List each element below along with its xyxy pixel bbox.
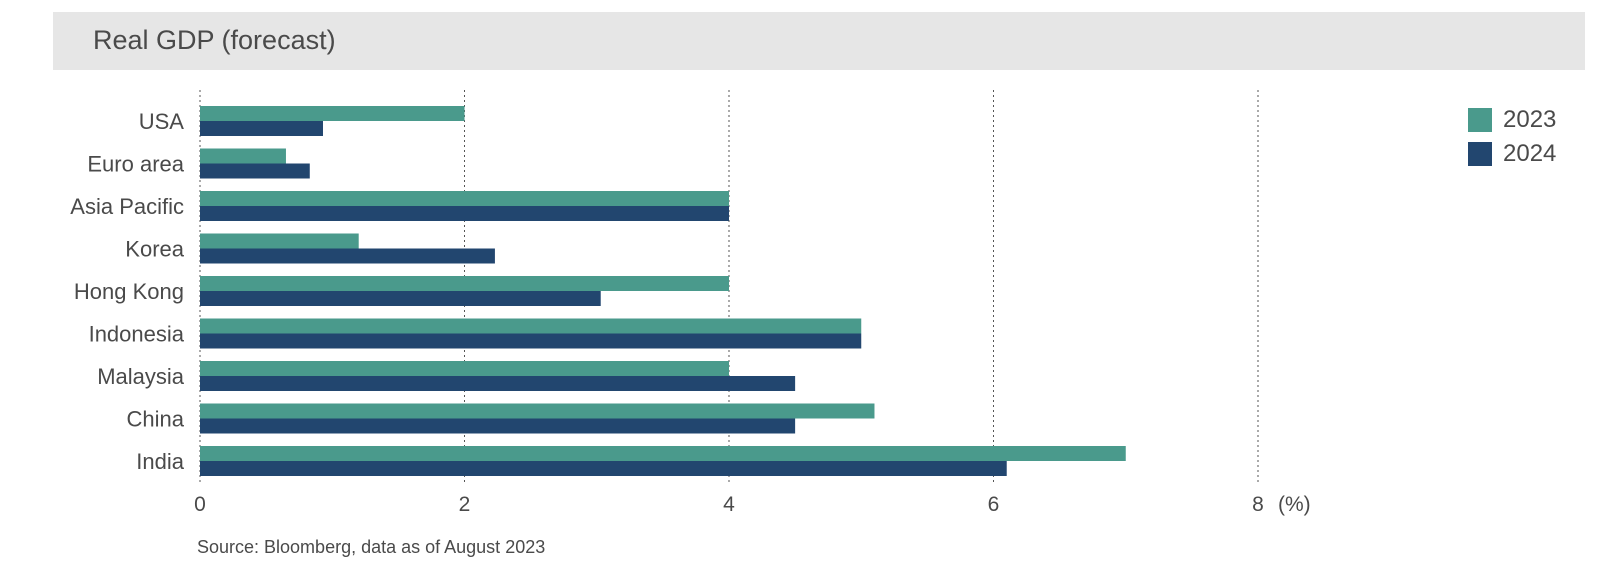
x-tick-label-0: 0 [194, 493, 206, 516]
legend-item-2023: 2023 [1468, 103, 1556, 137]
x-tick-label-8: 8 [1252, 493, 1264, 516]
legend-swatch-2024 [1468, 142, 1492, 166]
chart-title: Real GDP (forecast) [93, 25, 336, 55]
category-label-hong-kong: Hong Kong [74, 279, 184, 304]
bar-2024-hong-kong [200, 291, 601, 306]
x-unit-label: (%) [1278, 493, 1311, 516]
category-label-usa: USA [139, 109, 185, 134]
source-note: Source: Bloomberg, data as of August 202… [197, 537, 546, 557]
category-label-korea: Korea [125, 237, 184, 262]
bar-2024-china [200, 418, 796, 434]
category-label-asia-pacific: Asia Pacific [70, 194, 184, 219]
category-label-china: China [127, 407, 185, 432]
bar-2024-korea [200, 248, 495, 264]
bar-2024-euro-area [200, 163, 310, 179]
bar-2024-indonesia [200, 333, 862, 349]
legend-item-2024: 2024 [1468, 137, 1556, 171]
bar-2024-india [200, 461, 1007, 476]
bar-2023-india [200, 446, 1126, 461]
bar-2023-malaysia [200, 361, 729, 376]
bar-2023-indonesia [200, 318, 862, 334]
title-bar: Real GDP (forecast) [53, 12, 1585, 70]
bar-2024-malaysia [200, 376, 796, 391]
bar-2024-usa [200, 121, 323, 136]
x-tick-label-4: 4 [723, 493, 735, 516]
bar-2023-korea [200, 233, 359, 249]
bar-2023-usa [200, 106, 465, 121]
category-label-euro-area: Euro area [87, 152, 184, 177]
category-label-india: India [136, 449, 184, 474]
bar-2023-euro-area [200, 148, 286, 164]
category-label-indonesia: Indonesia [89, 322, 185, 347]
legend-swatch-2023 [1468, 108, 1492, 132]
x-tick-label-2: 2 [459, 493, 471, 516]
bar-2023-asia-pacific [200, 191, 729, 206]
legend: 2023 2024 [1468, 103, 1556, 171]
x-tick-label-6: 6 [988, 493, 1000, 516]
bar-2024-asia-pacific [200, 206, 729, 221]
category-label-malaysia: Malaysia [97, 364, 185, 389]
legend-label-2023: 2023 [1503, 106, 1557, 133]
bar-2023-china [200, 403, 875, 419]
bar-2023-hong-kong [200, 276, 729, 291]
legend-label-2024: 2024 [1503, 140, 1557, 167]
